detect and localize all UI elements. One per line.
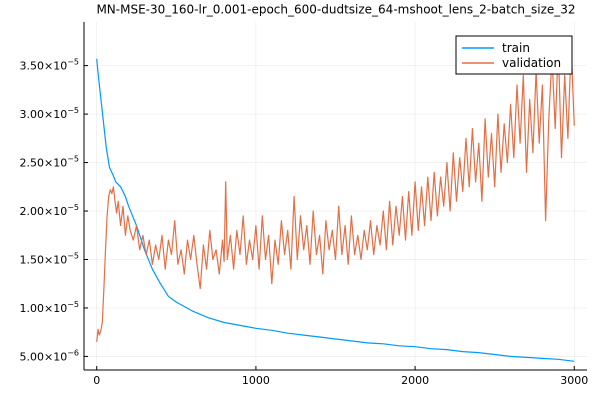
legend-label-validation: validation [502,56,561,70]
y-tick-label: 3.00×10−5 [19,106,79,121]
x-tick-label: 1000 [242,374,270,387]
y-tick-label: 5.00×10−6 [19,348,79,363]
x-tick-label: 2000 [401,374,429,387]
y-tick-label: 1.50×10−5 [19,251,79,266]
x-tick-label: 3000 [560,374,588,387]
y-ticks: 5.00×10−6 1.00×10−5 1.50×10−5 2.00×10−5 2.50… [19,58,88,363]
chart-title: MN-MSE-30_160-lr_0.001-epoch_600-dudtsiz… [96,3,575,17]
x-tick-label: 0 [93,374,100,387]
y-tick-label: 2.00×10−5 [19,203,79,218]
plot-lines [96,45,575,362]
y-tick-label: 2.50×10−5 [19,155,79,170]
legend-box [455,35,573,75]
series-line-train [96,58,575,362]
y-tick-label: 3.50×10−5 [19,58,79,73]
grid [84,22,587,370]
axes [83,22,587,371]
x-ticks: 0 1000 2000 3000 [93,366,588,387]
legend-label-train: train [502,41,530,55]
y-tick-label: 1.00×10−5 [19,300,79,315]
series-line-validation [96,45,575,342]
